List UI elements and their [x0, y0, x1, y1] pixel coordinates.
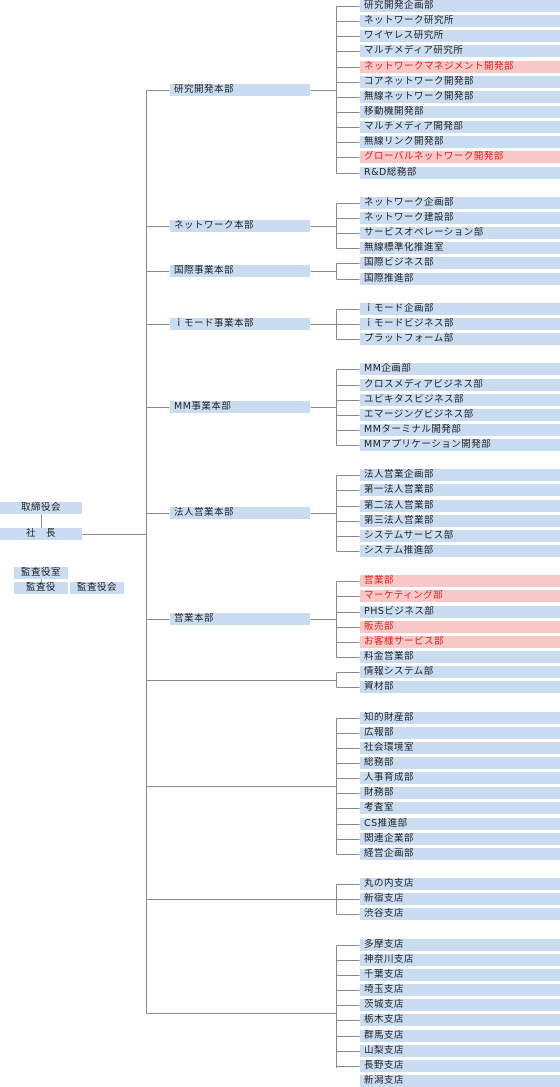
dept-box: 新潟支店	[360, 1075, 560, 1087]
dept-box: 国際推進部	[360, 273, 560, 285]
division-box: ネットワーク本部	[170, 220, 310, 232]
dept-box: 経営企画部	[360, 848, 560, 860]
dept-box: PHSビジネス部	[360, 606, 560, 618]
dept-box: 人事育成部	[360, 772, 560, 784]
dept-box: 知的財産部	[360, 712, 560, 724]
dept-box: ネットワーク建設部	[360, 212, 560, 224]
dept-box: R&D総務部	[360, 167, 560, 179]
dept-box: コアネットワーク開発部	[360, 76, 560, 88]
dept-box: 茨城支店	[360, 999, 560, 1011]
dept-box: マルチメディア開発部	[360, 121, 560, 133]
dept-box: MM企画部	[360, 363, 560, 375]
dept-box: 新宿支店	[360, 893, 560, 905]
dept-box: 第一法人営業部	[360, 484, 560, 496]
dept-box: ネットワークマネジメント開発部	[360, 61, 560, 73]
dept-box: エマージングビジネス部	[360, 409, 560, 421]
dept-box: 群馬支店	[360, 1030, 560, 1042]
dept-box: 渋谷支店	[360, 908, 560, 920]
dept-box: プラットフォーム部	[360, 333, 560, 345]
dept-box: 神奈川支店	[360, 954, 560, 966]
dept-box: 第三法人営業部	[360, 515, 560, 527]
dept-box: 長野支店	[360, 1060, 560, 1072]
dept-box: グローバルネットワーク開発部	[360, 151, 560, 163]
dept-box: MMターミナル開発部	[360, 424, 560, 436]
dept-box: 埼玉支店	[360, 984, 560, 996]
dept-box: 広報部	[360, 727, 560, 739]
dept-box: 国際ビジネス部	[360, 257, 560, 269]
dept-box: 無線リンク開発部	[360, 136, 560, 148]
dept-box: 販売部	[360, 621, 560, 633]
dept-box: マーケティング部	[360, 590, 560, 602]
dept-box: 情報システム部	[360, 666, 560, 678]
president-box: 社 長	[0, 528, 82, 540]
auditor-box: 監査役	[14, 582, 68, 594]
dept-box: お客様サービス部	[360, 636, 560, 648]
board-of-directors-box: 取締役会	[0, 502, 82, 514]
division-box: 研究開発本部	[170, 84, 310, 96]
dept-box: ｉモードビジネス部	[360, 318, 560, 330]
dept-box: サービスオペレーション部	[360, 227, 560, 239]
dept-box: 財務部	[360, 787, 560, 799]
dept-box: クロスメディアビジネス部	[360, 379, 560, 391]
dept-box: 無線ネットワーク開発部	[360, 91, 560, 103]
dept-box: 栃木支店	[360, 1014, 560, 1026]
division-box: 営業本部	[170, 613, 310, 625]
dept-box: ユビキタスビジネス部	[360, 394, 560, 406]
division-box: ｉモード事業本部	[170, 318, 310, 330]
division-box: 法人営業本部	[170, 507, 310, 519]
dept-box: 移動機開発部	[360, 106, 560, 118]
audit-office-box: 監査役室	[14, 567, 68, 579]
dept-box: 社会環境室	[360, 742, 560, 754]
dept-box: システム推進部	[360, 545, 560, 557]
dept-box: 総務部	[360, 757, 560, 769]
dept-box: 資材部	[360, 681, 560, 693]
dept-box: 丸の内支店	[360, 878, 560, 890]
dept-box: 第二法人営業部	[360, 500, 560, 512]
dept-box: CS推進部	[360, 818, 560, 830]
dept-box: 料金営業部	[360, 651, 560, 663]
dept-box: 営業部	[360, 575, 560, 587]
dept-box: 考査室	[360, 802, 560, 814]
dept-box: ネットワーク企画部	[360, 197, 560, 209]
audit-board-box: 監査役会	[70, 582, 124, 594]
dept-box: 関連企業部	[360, 833, 560, 845]
dept-box: 山梨支店	[360, 1045, 560, 1057]
dept-box: マルチメディア研究所	[360, 45, 560, 57]
dept-box: MMアプリケーション開発部	[360, 439, 560, 451]
dept-box: 研究開発企画部	[360, 0, 560, 12]
division-box: MM事業本部	[170, 401, 310, 413]
dept-box: ｉモード企画部	[360, 303, 560, 315]
dept-box: 多摩支店	[360, 939, 560, 951]
dept-box: システムサービス部	[360, 530, 560, 542]
dept-box: ワイヤレス研究所	[360, 30, 560, 42]
division-box: 国際事業本部	[170, 265, 310, 277]
dept-box: 法人営業企画部	[360, 469, 560, 481]
dept-box: 千葉支店	[360, 969, 560, 981]
dept-box: 無線標準化推進室	[360, 242, 560, 254]
dept-box: ネットワーク研究所	[360, 15, 560, 27]
